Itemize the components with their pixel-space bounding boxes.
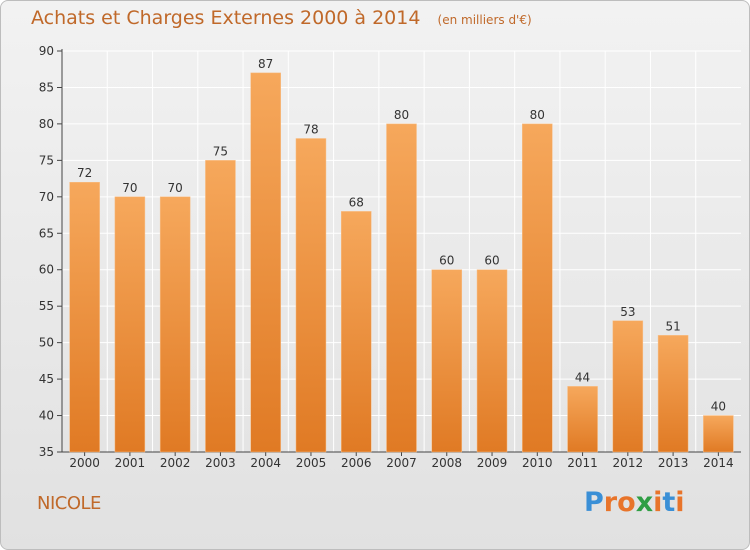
value-label-2000: 72 [77, 166, 92, 180]
chart-title-block: Achats et Charges Externes 2000 à 2014 (… [31, 7, 532, 29]
y-tick-label: 70 [39, 190, 54, 204]
value-label-2001: 70 [122, 181, 137, 195]
x-tick-label-2008: 2008 [431, 456, 462, 470]
value-label-2009: 60 [484, 254, 499, 268]
logo-letter: r [603, 487, 618, 518]
bar-2014 [703, 415, 734, 453]
bar-2000 [69, 181, 100, 453]
x-tick-label-2004: 2004 [250, 456, 281, 470]
y-tick-label: 90 [39, 44, 54, 58]
value-label-2010: 80 [530, 108, 545, 122]
bar-2004 [250, 72, 281, 453]
bars [69, 72, 734, 453]
logo-letter: P [584, 487, 604, 518]
value-label-2006: 68 [349, 195, 364, 209]
logo-letter: i [675, 487, 685, 518]
value-label-2008: 60 [439, 254, 454, 268]
value-label-2012: 53 [620, 305, 635, 319]
value-label-2011: 44 [575, 370, 590, 384]
x-tick-label-2001: 2001 [115, 456, 146, 470]
logo-letter: o [617, 487, 636, 518]
x-tick-label-2014: 2014 [703, 456, 734, 470]
bar-2009 [476, 269, 508, 453]
bar-2012 [612, 320, 644, 453]
bar-2002 [159, 196, 191, 453]
x-tick-label-2010: 2010 [522, 456, 553, 470]
value-label-2007: 80 [394, 108, 409, 122]
x-tick-label-2002: 2002 [160, 456, 191, 470]
logo-letter: t [662, 487, 676, 518]
y-tick-label: 80 [39, 117, 54, 131]
y-tick-label: 60 [39, 263, 54, 277]
labels: 35 40 45 50 55 60 65 70 75 80 85 90 72 2000 70 2001 70 20… [39, 44, 734, 470]
value-label-2013: 51 [665, 319, 680, 333]
bar-2010 [522, 123, 553, 453]
y-tick-label: 55 [39, 299, 54, 313]
value-label-2002: 70 [168, 181, 183, 195]
bar-2008 [431, 269, 463, 453]
value-label-2003: 75 [213, 144, 228, 158]
bar-2006 [340, 211, 372, 453]
bar-2005 [295, 138, 327, 453]
value-label-2004: 87 [258, 57, 273, 71]
commune-name: NICOLE [37, 493, 101, 514]
y-tick-label: 50 [39, 336, 54, 350]
bar-2001 [114, 196, 146, 453]
x-tick-label-2012: 2012 [613, 456, 644, 470]
x-tick-label-2013: 2013 [658, 456, 689, 470]
logo-letter: i [653, 487, 663, 518]
y-tick-label: 35 [39, 445, 54, 459]
chart-title: Achats et Charges Externes 2000 à 2014 [31, 7, 421, 29]
x-tick-label-2003: 2003 [205, 456, 236, 470]
bar-2003 [205, 160, 236, 453]
x-tick-label-2011: 2011 [567, 456, 598, 470]
value-label-2014: 40 [711, 400, 726, 414]
y-tick-label: 85 [39, 80, 54, 94]
x-tick-label-2005: 2005 [296, 456, 327, 470]
y-tick-label: 75 [39, 153, 54, 167]
y-tick-label: 45 [39, 372, 54, 386]
x-tick-label-2009: 2009 [477, 456, 508, 470]
x-tick-label-2006: 2006 [341, 456, 372, 470]
bar-2013 [657, 335, 689, 453]
proxiti-logo: Proxiti [584, 487, 685, 518]
bar-2011 [567, 386, 598, 453]
y-tick-label: 65 [39, 226, 54, 240]
value-label-2005: 78 [303, 122, 318, 136]
chart-subtitle: (en milliers d'€) [437, 13, 532, 27]
x-tick-label-2007: 2007 [386, 456, 417, 470]
logo-letter: x [635, 487, 654, 518]
y-tick-label: 40 [39, 409, 54, 423]
x-tick-label-2000: 2000 [69, 456, 100, 470]
bar-2007 [386, 123, 417, 453]
